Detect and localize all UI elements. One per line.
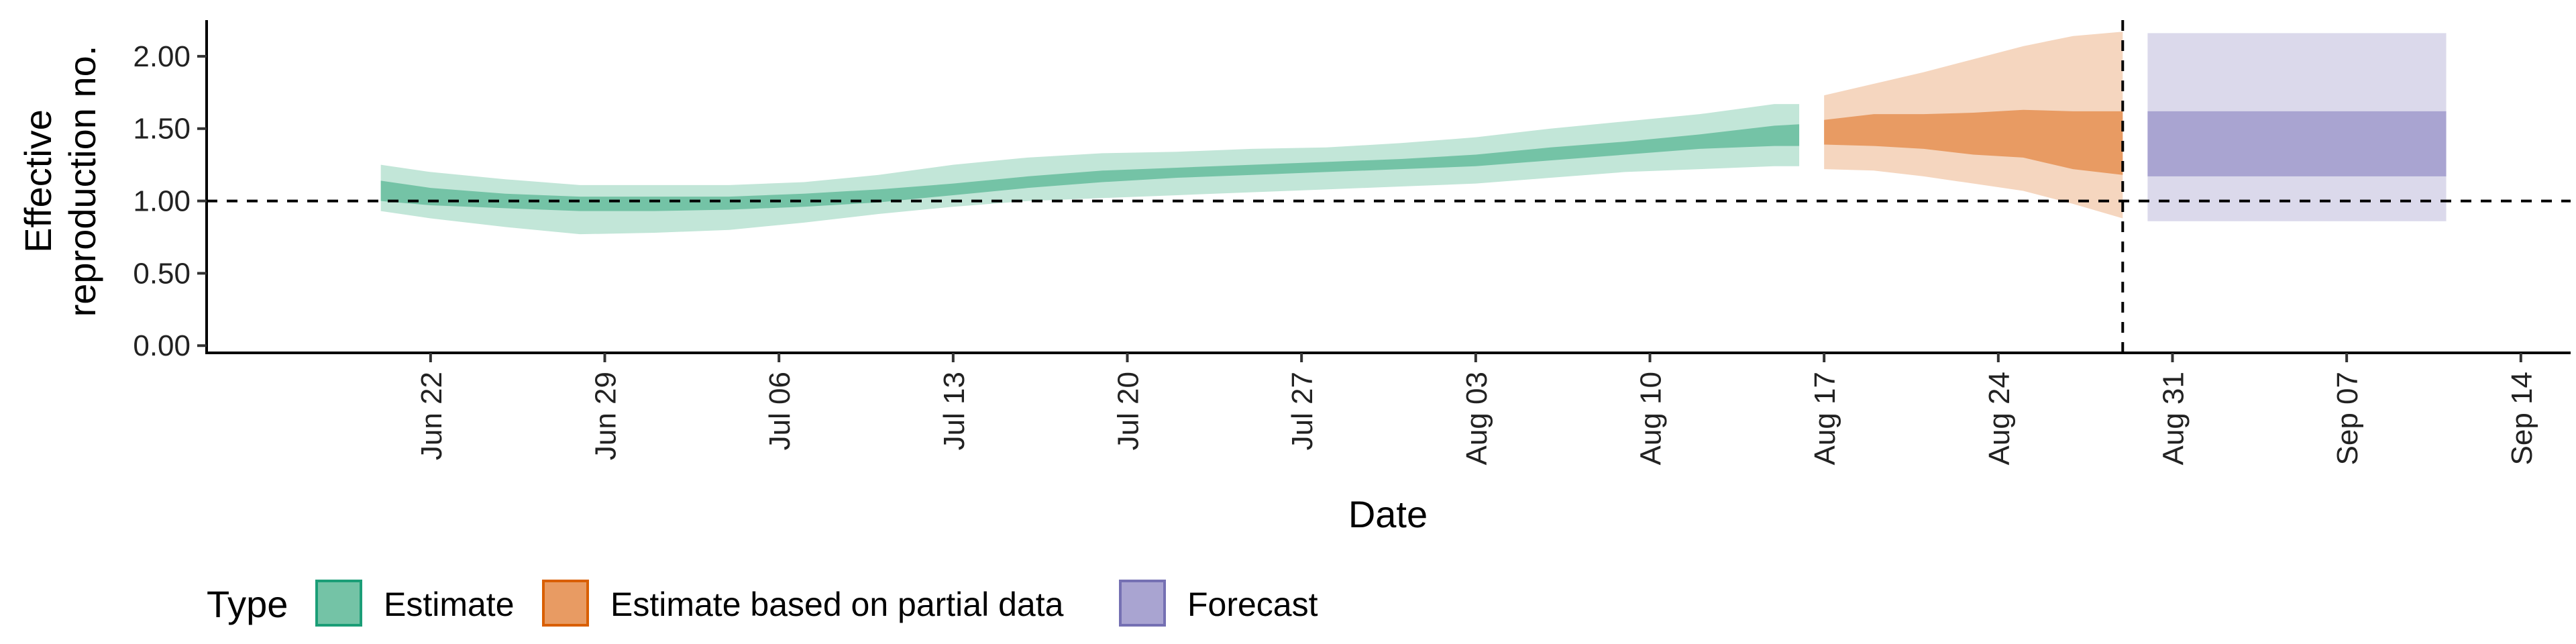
x-tick-label: Sep 14 bbox=[2506, 372, 2538, 465]
legend-label: Estimate bbox=[384, 586, 515, 623]
x-tick-label: Aug 10 bbox=[1634, 372, 1667, 465]
y-tick-label: 2.00 bbox=[133, 40, 191, 73]
legend-swatch bbox=[542, 580, 589, 627]
x-tick-label: Jun 22 bbox=[415, 372, 448, 460]
legend: Type Estimate Estimate based on partial d… bbox=[207, 580, 1318, 627]
legend-title: Type bbox=[207, 583, 288, 625]
estimate-outer-band bbox=[380, 104, 1800, 235]
axes bbox=[205, 20, 2571, 354]
legend-swatch bbox=[315, 580, 362, 627]
reference-lines bbox=[207, 20, 2571, 353]
x-axis-ticks: Jun 22 Jun 29 Jul 06 Jul 13 Jul 20 Jul 27 Aug … bbox=[415, 353, 2538, 465]
ribbon-bands bbox=[380, 32, 2447, 235]
y-axis-title-line-1: Effective bbox=[17, 109, 59, 253]
legend-label: Estimate based on partial data bbox=[610, 586, 1064, 623]
estimate-inner-band bbox=[380, 124, 1800, 211]
legend-label: Forecast bbox=[1187, 586, 1318, 623]
x-tick-label: Jun 29 bbox=[590, 372, 623, 460]
y-tick-label: 1.00 bbox=[133, 185, 191, 218]
x-tick-label: Jul 06 bbox=[763, 372, 796, 450]
x-tick-label: Aug 17 bbox=[1809, 372, 1841, 465]
forecast-inner-band bbox=[2147, 111, 2447, 176]
y-tick-label: 1.50 bbox=[133, 113, 191, 146]
x-tick-label: Aug 03 bbox=[1460, 372, 1493, 465]
legend-swatch bbox=[1119, 580, 1166, 627]
x-axis-title: Date bbox=[1348, 493, 1428, 535]
x-tick-label: Aug 31 bbox=[2157, 372, 2190, 465]
x-tick-label: Jul 13 bbox=[938, 372, 971, 450]
x-tick-label: Aug 24 bbox=[1983, 372, 2016, 465]
y-tick-label: 0.50 bbox=[133, 257, 191, 290]
estimate-based-on-partial-data-inner-band bbox=[1824, 109, 2123, 175]
y-axis-ticks: 0.00 0.50 1.00 1.50 2.00 bbox=[133, 40, 207, 362]
y-axis-title-line-2: reproduction no. bbox=[61, 46, 103, 317]
x-tick-label: Sep 07 bbox=[2331, 372, 2364, 465]
y-tick-label: 0.00 bbox=[133, 329, 191, 362]
x-tick-label: Jul 20 bbox=[1112, 372, 1145, 450]
x-tick-label: Jul 27 bbox=[1286, 372, 1319, 450]
